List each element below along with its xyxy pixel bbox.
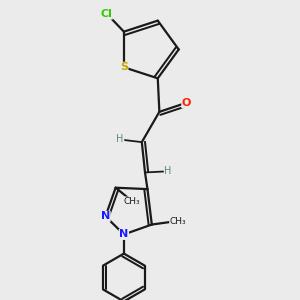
Text: H: H <box>164 166 172 176</box>
Text: S: S <box>120 62 128 72</box>
Text: H: H <box>116 134 124 144</box>
Text: CH₃: CH₃ <box>170 217 186 226</box>
Text: N: N <box>101 212 110 221</box>
Text: Cl: Cl <box>100 9 112 19</box>
Text: CH₃: CH₃ <box>123 197 140 206</box>
Text: N: N <box>119 230 128 239</box>
Text: O: O <box>182 98 191 108</box>
